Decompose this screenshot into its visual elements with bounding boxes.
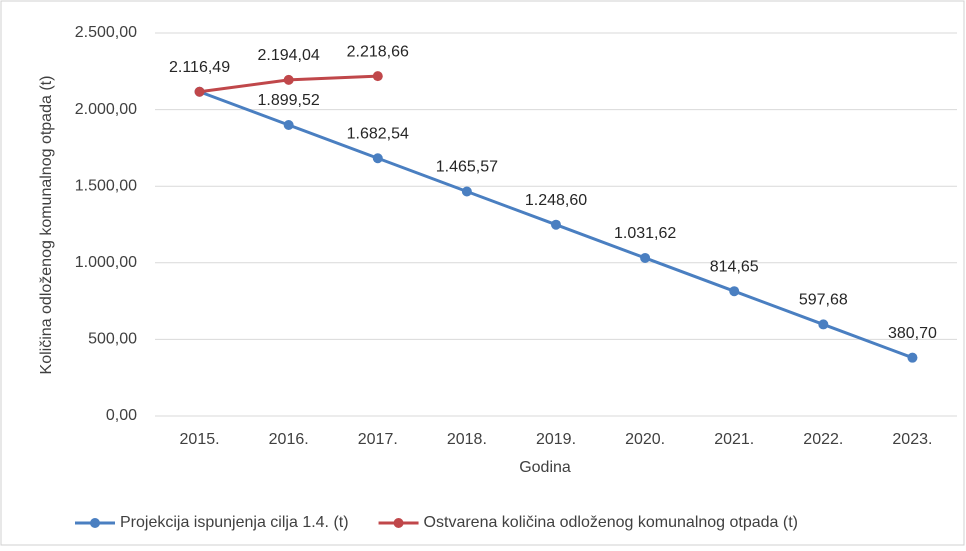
x-tick-label: 2018. xyxy=(447,431,487,448)
data-point xyxy=(372,153,383,164)
data-label: 2.218,66 xyxy=(347,43,409,60)
legend-label: Projekcija ispunjenja cilja 1.4. (t) xyxy=(120,514,349,531)
x-tick-label: 2017. xyxy=(358,431,398,448)
data-label: 1.899,52 xyxy=(258,92,320,109)
data-label: 380,70 xyxy=(888,325,937,342)
legend-marker xyxy=(90,518,100,528)
data-label: 1.465,57 xyxy=(436,159,498,176)
y-tick-label: 2.500,00 xyxy=(75,24,137,41)
data-label: 814,65 xyxy=(710,258,759,275)
x-tick-label: 2016. xyxy=(269,431,309,448)
x-tick-label: 2021. xyxy=(714,431,754,448)
data-point xyxy=(551,219,561,230)
y-tick-label: 500,00 xyxy=(88,331,137,348)
x-tick-label: 2019. xyxy=(536,431,576,448)
x-tick-label: 2023. xyxy=(892,431,932,448)
y-axis-title: Količina odloženog komunalnog otpada (t) xyxy=(38,76,55,375)
data-point xyxy=(283,74,294,85)
legend-marker xyxy=(393,518,404,528)
legend-label: Ostvarena količina odloženog komunalnog … xyxy=(424,514,798,531)
y-tick-label: 1.500,00 xyxy=(75,177,137,194)
data-label: 597,68 xyxy=(799,292,848,309)
data-label: 2.116,49 xyxy=(169,59,230,76)
data-point xyxy=(194,86,205,97)
x-axis-title: Godina xyxy=(519,459,571,476)
data-label: 1.248,60 xyxy=(525,192,587,209)
x-tick-label: 2015. xyxy=(180,431,220,448)
data-point xyxy=(729,286,740,297)
y-tick-label: 1.000,00 xyxy=(75,254,137,271)
y-tick-label: 0,00 xyxy=(106,407,137,424)
x-tick-label: 2020. xyxy=(625,431,665,448)
data-point xyxy=(372,71,383,82)
x-tick-label: 2022. xyxy=(803,431,843,448)
data-point xyxy=(461,186,472,197)
data-point xyxy=(640,252,651,263)
data-point xyxy=(818,319,829,330)
data-label: 1.682,54 xyxy=(347,125,409,142)
data-label: 1.031,62 xyxy=(614,225,676,242)
data-point xyxy=(907,352,918,363)
y-tick-label: 2.000,00 xyxy=(75,101,137,118)
data-point xyxy=(283,119,294,130)
data-label: 2.194,04 xyxy=(258,47,320,64)
